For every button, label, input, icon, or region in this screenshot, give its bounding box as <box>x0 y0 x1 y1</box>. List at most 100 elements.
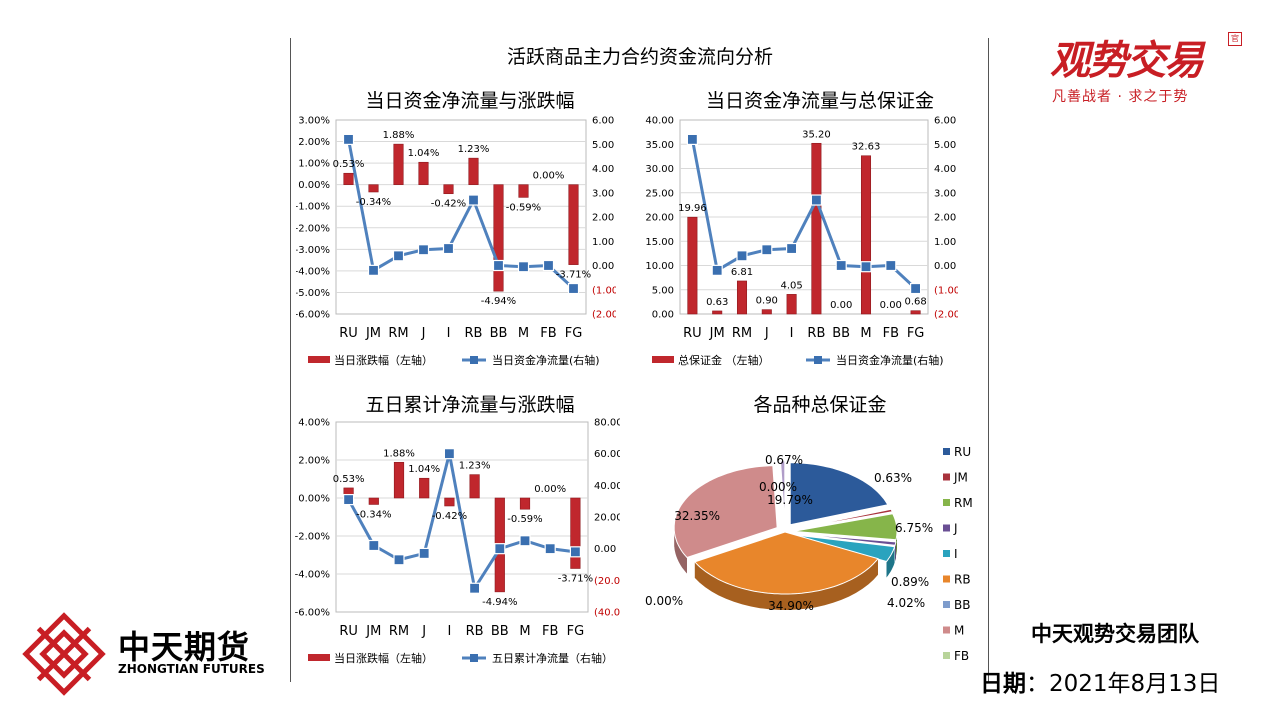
data-label-FB: 0.00% <box>533 171 565 182</box>
pie-side-M <box>674 527 687 574</box>
data-label-JM: -0.34% <box>356 197 391 208</box>
y-right-tick-label: 60.00 <box>594 449 620 460</box>
y-right-tick-label: (40.00) <box>594 608 620 619</box>
line-marker-FG <box>910 282 922 295</box>
bar-RM <box>393 461 405 499</box>
date-value: 2021年8月13日 <box>1049 671 1221 697</box>
bar-I <box>443 184 454 195</box>
y-left-tick-label: -6.00% <box>296 310 330 321</box>
line-marker-RM <box>392 250 405 262</box>
legend-label-RU: RU <box>954 445 971 459</box>
bar-RM <box>393 143 404 185</box>
y-right-tick-label: 0.00 <box>594 544 616 555</box>
x-tick-label: RM <box>388 326 408 341</box>
line-marker-BB <box>492 259 505 272</box>
line-marker-RB <box>469 582 481 594</box>
x-tick-label: M <box>519 624 530 639</box>
team-name: 中天观势交易团队 <box>1031 622 1199 646</box>
bar-RU <box>687 216 698 315</box>
line-marker-I <box>443 448 455 460</box>
bar-I <box>786 294 797 315</box>
y-left-tick-label: 25.00 <box>645 188 674 199</box>
y-right-tick-label: 20.00 <box>594 513 620 524</box>
y-left-tick-label: 15.00 <box>645 237 674 248</box>
y-left-tick-label: 2.00% <box>298 456 330 467</box>
x-tick-label: FG <box>907 326 925 341</box>
bar-FG <box>570 497 581 569</box>
y-right-tick-label: 4.00 <box>592 164 614 175</box>
legend-bar-swatch <box>308 356 330 363</box>
y-left-tick-label: 10.00 <box>645 261 674 272</box>
legend-swatch-RU <box>943 448 950 455</box>
y-left-tick-label: -5.00% <box>296 288 330 299</box>
legend-swatch-M <box>943 626 950 634</box>
pie-value-label-I: 4.02% <box>887 596 925 610</box>
legend-label-RM: RM <box>954 496 973 510</box>
y-right-tick-label: 3.00 <box>592 188 614 199</box>
x-tick-label: FG <box>567 624 585 639</box>
line-marker-M <box>517 261 530 273</box>
company-logo: 中天期货 ZHONGTIAN FUTURES <box>22 612 282 696</box>
combo-chart-margin: 40.00 35.00 30.00 25.00 20.00 15.00 10.00 5.00 0… <box>645 116 958 368</box>
data-label-FG: 0.68 <box>904 297 926 308</box>
legend-swatch-JM <box>943 473 950 481</box>
data-label-I: -0.42% <box>432 511 467 522</box>
data-label-RM: 1.88% <box>383 448 415 459</box>
x-tick-label: RB <box>807 326 825 341</box>
line-marker-RM <box>736 250 748 262</box>
combo-chart-daily-change: 3.00% 2.00% 1.00% 0.00% -1.00% -2.00% -3.00% -4… <box>296 116 616 368</box>
legend-line-marker <box>470 654 478 662</box>
line-marker-I <box>442 242 455 255</box>
data-label-J: 1.04% <box>408 464 440 475</box>
data-label-FG: -3.71% <box>558 573 593 584</box>
pie-value-label-JM: 0.63% <box>874 471 912 485</box>
y-left-tick-label: 5.00 <box>652 285 674 296</box>
x-tick-label: J <box>421 326 426 341</box>
y-left-tick-label: 30.00 <box>645 164 674 175</box>
x-tick-label: RM <box>732 326 752 341</box>
line-marker-BB <box>494 543 506 555</box>
bar-BB <box>493 184 504 292</box>
line-marker-J <box>418 547 430 560</box>
line-marker-RM <box>393 554 405 566</box>
data-label-JM: 0.63 <box>706 297 728 308</box>
pie-slice-RM <box>793 513 898 541</box>
line-marker-JM <box>711 264 723 276</box>
pie-side-J <box>895 541 896 562</box>
x-tick-label: I <box>447 624 451 639</box>
legend-bar-label: 当日涨跌幅（左轴） <box>334 353 433 367</box>
legend-bar-swatch <box>652 356 674 363</box>
pie-value-label-BB: 0.00% <box>645 594 683 608</box>
pie-slice-RB <box>693 531 879 595</box>
legend-bar-swatch <box>308 654 330 661</box>
legend-label-I: I <box>954 547 958 561</box>
data-label-BB: 0.00 <box>830 300 852 311</box>
data-label-FG: -3.71% <box>556 270 591 281</box>
line-marker-FG <box>567 282 580 295</box>
data-label-FB: 0.00% <box>534 484 566 495</box>
chart1-title: 当日资金净流量与涨跌幅 <box>365 90 575 112</box>
y-left-tick-label: 3.00% <box>298 116 330 127</box>
x-tick-label: JM <box>365 624 381 639</box>
x-tick-label: FG <box>565 326 583 341</box>
data-label-J: 1.04% <box>408 148 440 159</box>
company-name-cn: 中天期货 <box>118 628 251 666</box>
x-tick-label: JM <box>709 326 725 341</box>
y-left-tick-label: -1.00% <box>296 202 330 213</box>
y-left-tick-label: 0.00% <box>298 494 330 505</box>
legend-swatch-BB <box>943 601 950 608</box>
data-label-FB: 0.00 <box>880 300 902 311</box>
data-label-M: -0.59% <box>507 514 542 525</box>
pie-slice-J <box>793 532 897 546</box>
legend-line-label: 当日资金净流量(右轴) <box>836 353 944 367</box>
data-label-RU: 19.96 <box>678 203 707 214</box>
data-label-RM: 6.81 <box>731 267 753 278</box>
y-right-tick-label: 1.00 <box>934 237 956 248</box>
bar-RB <box>468 157 479 185</box>
pie-value-label-FB: 0.00% <box>759 480 797 494</box>
bar-M <box>518 184 529 198</box>
y-right-tick-label: 2.00 <box>934 213 956 224</box>
chart4-title: 各品种总保证金 <box>753 394 887 416</box>
line-marker-RU <box>342 133 355 145</box>
legend-label-M: M <box>954 624 964 638</box>
